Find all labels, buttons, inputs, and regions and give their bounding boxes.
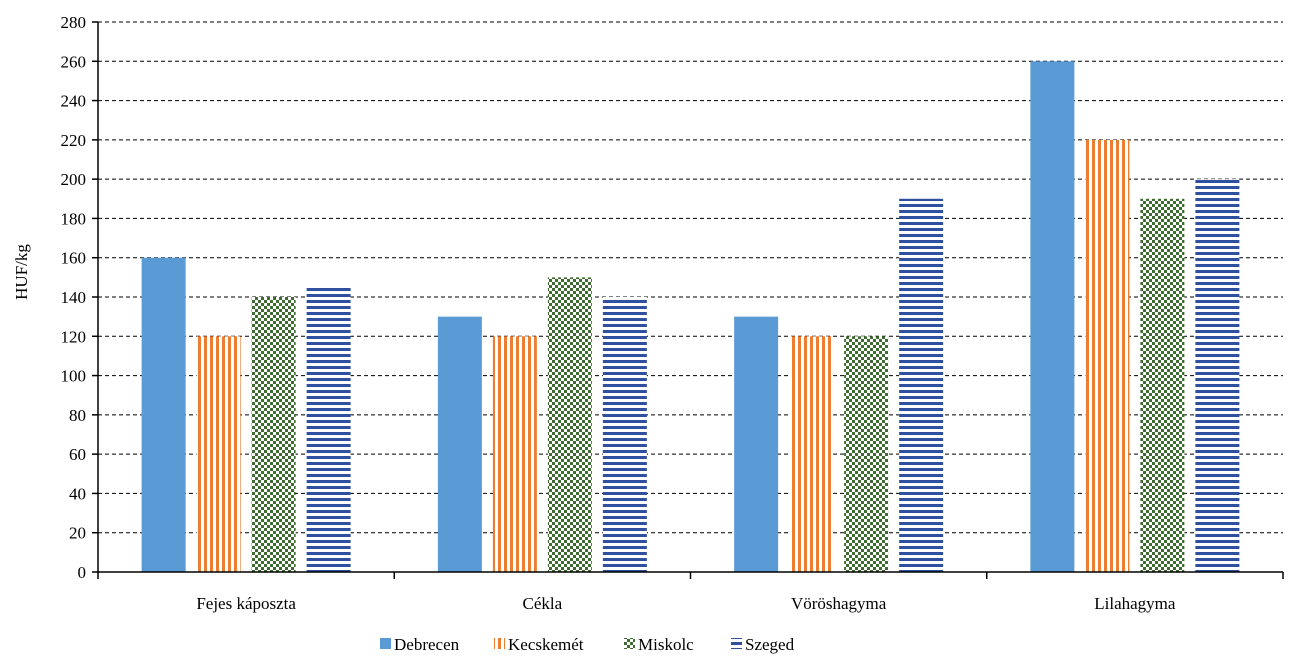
bar-miskolc: [1140, 198, 1185, 573]
bar-szeged: [602, 297, 647, 572]
axis-labels: 0 20 40 60 80 100 120 140 160 180 200 220 240 260 280 F…: [61, 13, 1176, 613]
y-tick-label: 0: [78, 563, 87, 582]
legend-label: Kecskemét: [508, 635, 584, 654]
legend-label: Szeged: [745, 635, 795, 654]
y-tick-label: 220: [61, 131, 87, 150]
axes: [92, 21, 1284, 579]
y-tick-label: 40: [69, 484, 86, 503]
y-tick-label: 180: [61, 209, 87, 228]
bar-miskolc: [251, 297, 296, 572]
y-tick-label: 160: [61, 249, 87, 268]
legend-swatch: [380, 638, 391, 649]
legend-swatch: [624, 638, 635, 649]
x-tick-label: Fejes káposzta: [196, 594, 296, 613]
y-tick-label: 240: [61, 92, 87, 111]
bar-kecskem-t: [1085, 139, 1130, 572]
bar-miskolc: [844, 336, 889, 572]
bar-miskolc: [547, 277, 592, 572]
y-tick-label: 120: [61, 327, 87, 346]
y-tick-label: 260: [61, 52, 87, 71]
bar-debrecen: [1030, 61, 1075, 573]
y-tick-label: 280: [61, 13, 87, 32]
y-tick-label: 20: [69, 524, 86, 543]
y-tick-label: 100: [61, 367, 87, 386]
y-tick-label: 140: [61, 288, 87, 307]
bar-kecskem-t: [789, 336, 834, 572]
x-tick-label: Vöröshagyma: [791, 594, 887, 613]
bar-debrecen: [734, 316, 779, 572]
bar-szeged: [306, 287, 351, 572]
y-tick-label: 80: [69, 406, 86, 425]
bar-debrecen: [437, 316, 482, 572]
legend-swatch: [731, 638, 742, 649]
y-tick-label: 200: [61, 170, 87, 189]
x-tick-label: Lilahagyma: [1094, 594, 1176, 613]
y-axis-title: HUF/kg: [12, 244, 31, 300]
bar-kecskem-t: [492, 336, 537, 572]
bar-szeged: [899, 198, 944, 573]
bar-szeged: [1195, 179, 1240, 572]
legend-swatch: [494, 638, 505, 649]
bars: [141, 61, 1240, 573]
legend-label: Debrecen: [394, 635, 460, 654]
y-tick-label: 60: [69, 445, 86, 464]
x-tick-label: Cékla: [523, 594, 563, 613]
bar-debrecen: [141, 257, 186, 572]
legend-label: Miskolc: [638, 635, 694, 654]
bar-kecskem-t: [196, 336, 241, 572]
legend: Debrecen Kecskemét Miskolc Szeged: [380, 635, 795, 654]
